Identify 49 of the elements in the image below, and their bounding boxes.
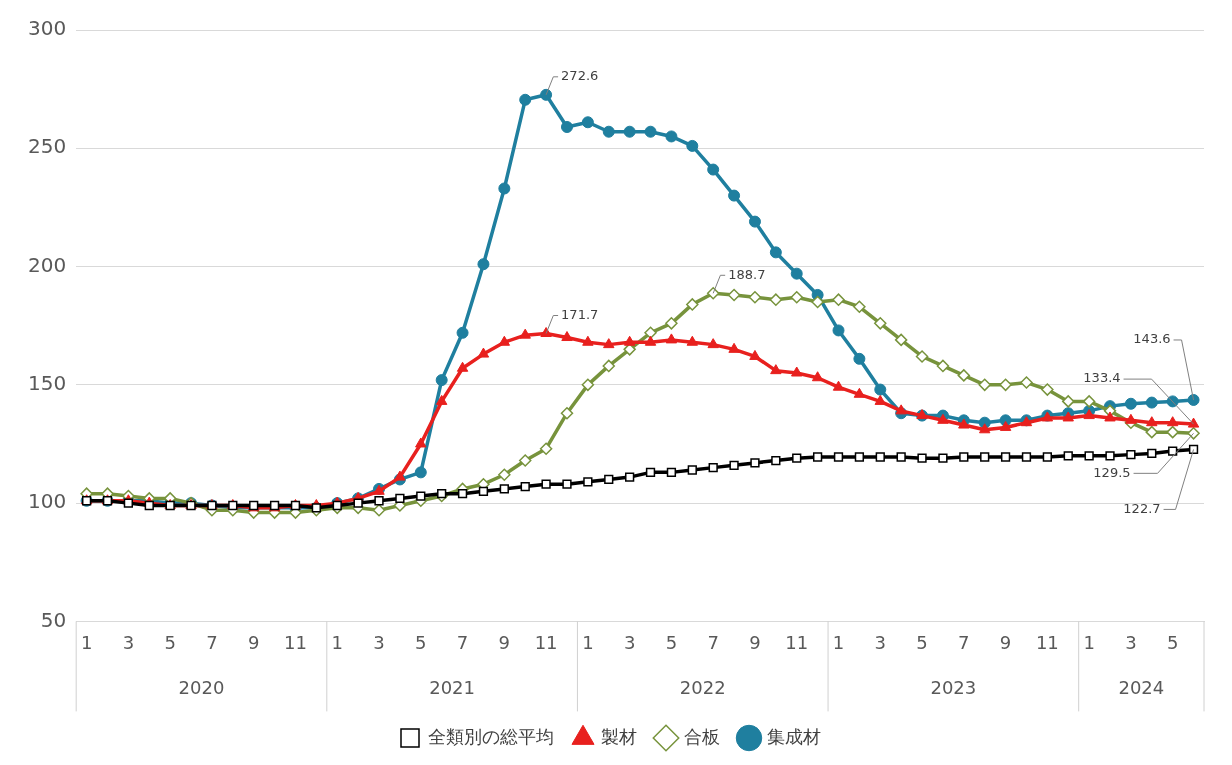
data-label: 133.4 [1083,370,1121,386]
text: 2021 [429,677,476,699]
data-label: 129.5 [1093,464,1131,480]
x-tick-label: 9 [498,631,511,653]
y-tick-label: 50 [40,607,67,632]
x-tick-label: 1 [582,631,594,653]
x-tick-label: 11 [1035,631,1059,653]
x-tick-label: 3 [1125,631,1137,653]
x-tick-label: 3 [373,631,385,653]
legend-label: 集成材 [767,725,821,747]
x-tick-label: 1 [832,631,845,653]
x-tick-label: 9 [247,631,260,653]
x-tick-label: 9 [999,631,1012,653]
data-label: 143.6 [1133,331,1171,347]
text: 2020 [178,677,225,699]
y-tick-label: 100 [27,489,67,514]
y-tick-label: 200 [27,252,67,277]
text: 2022 [679,677,726,699]
data-label: 171.7 [561,306,599,322]
y-tick-label: 250 [27,134,67,159]
x-tick-label: 3 [623,631,636,653]
text: 2024 [1118,677,1165,699]
x-tick-label: 7 [206,631,218,653]
x-tick-label: 9 [749,631,761,653]
x-tick-label: 5 [1166,631,1179,653]
x-tick-label: 3 [122,631,135,653]
data-label: 122.7 [1123,500,1161,516]
x-tick-label: 1 [1083,631,1095,653]
x-tick-label: 5 [415,631,427,653]
x-tick-label: 5 [916,631,928,653]
x-tick-label: 11 [534,631,558,653]
x-tick-label: 1 [80,631,93,653]
text: 2023 [930,677,977,699]
y-tick-label: 150 [27,371,67,396]
data-label: 272.6 [561,68,599,84]
legend-label: 合板 [684,725,720,747]
x-tick-label: 5 [164,631,176,653]
x-tick-label: 7 [958,631,970,653]
x-tick-label: 3 [874,631,886,653]
x-tick-label: 11 [284,631,307,653]
x-tick-label: 11 [785,631,809,653]
legend-label: 全類別の総平均 [428,725,554,747]
x-tick-label: 7 [707,631,719,653]
data-label: 188.7 [728,266,766,282]
x-tick-label: 5 [665,631,678,653]
x-tick-label: 1 [331,631,343,653]
x-tick-label: 7 [456,631,469,653]
y-tick-label: 300 [27,16,67,41]
legend-label: 製材 [601,725,637,747]
